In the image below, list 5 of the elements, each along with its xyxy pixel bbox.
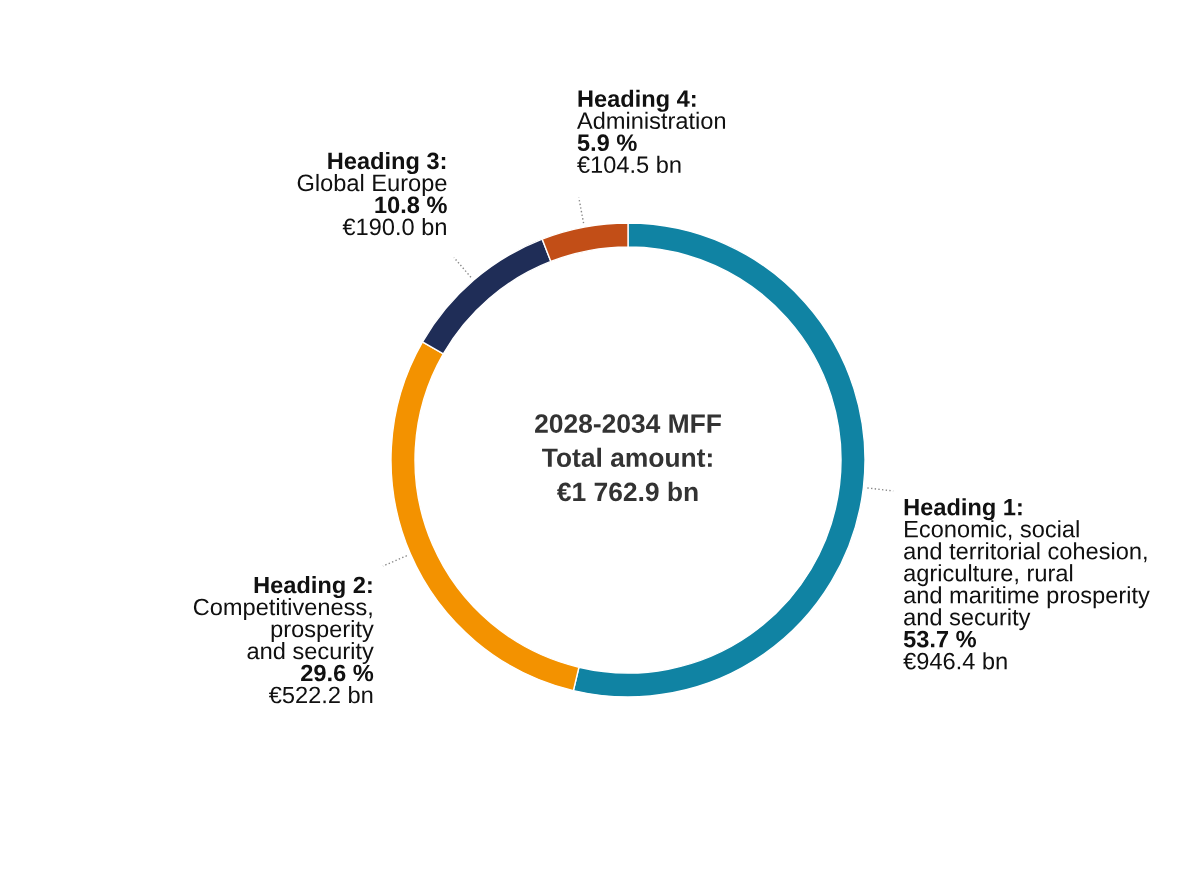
text: 2028-2034 MFF Total amount: €1 762.9 bn <box>535 414 721 502</box>
slice-label: Heading 2: Competitiveness, prosperity and security 29.6 % €522.2 bn <box>193 576 374 704</box>
slice-label: Heading 3: Global Europe 10.8 % €190.0 bn <box>297 151 447 236</box>
slice-label: Heading 1: Economic, social and territorial cohesion, agriculture, rural and maritime prosperity and security 53.7 % €946.4 bn <box>903 498 1150 670</box>
slice-label: Heading 4: Administration 5.9 % €104.5 bn <box>577 89 726 174</box>
